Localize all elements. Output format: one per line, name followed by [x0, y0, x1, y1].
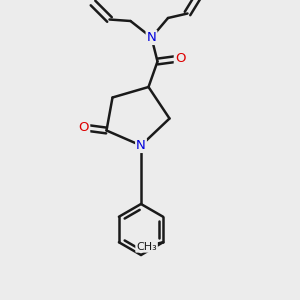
Text: O: O	[175, 52, 185, 65]
Text: N: N	[147, 31, 156, 44]
Text: O: O	[79, 121, 89, 134]
Text: CH₃: CH₃	[136, 242, 157, 252]
Text: N: N	[136, 139, 146, 152]
